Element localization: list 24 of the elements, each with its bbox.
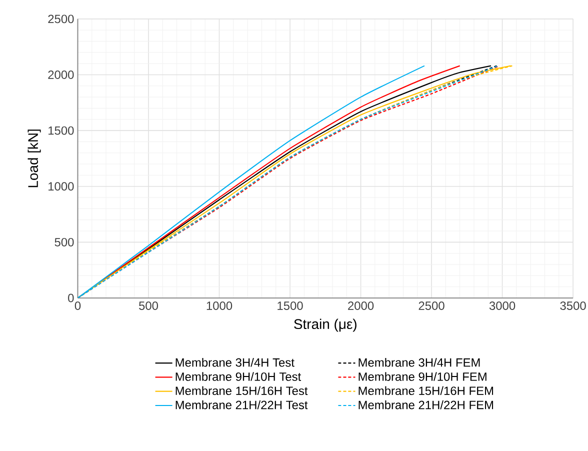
legend-label: Membrane 21H/22H Test <box>176 400 308 409</box>
legend-label: Membrane 9H/10H FEM <box>358 372 486 381</box>
legend-label: Membrane 3H/4H Test <box>176 358 294 367</box>
y-tick-label: 0 <box>68 294 74 302</box>
x-tick-label: 2000 <box>348 301 374 310</box>
legend-label: Membrane 9H/10H Test <box>176 372 302 381</box>
x-tick-label: 3000 <box>489 301 516 310</box>
x-tick-label: 3500 <box>560 301 586 310</box>
x-tick-label: 500 <box>139 301 158 310</box>
legend-label: Membrane 15H/16H FEM <box>358 386 494 395</box>
legend-label: Membrane 3H/4H FEM <box>358 358 480 367</box>
y-tick-label: 1500 <box>48 126 74 135</box>
x-tick-label: 1000 <box>206 301 232 310</box>
x-tick-label: 2500 <box>418 301 444 310</box>
y-tick-label: 2000 <box>48 70 74 79</box>
x-tick-label: 1500 <box>278 301 303 310</box>
x-tick-label: 0 <box>74 301 81 310</box>
legend-label: Membrane 15H/16H Test <box>176 386 308 395</box>
y-tick-label: 500 <box>54 238 74 246</box>
legend-label: Membrane 21H/22H FEM <box>358 400 494 409</box>
x-axis-title: Strain (με) <box>294 318 356 332</box>
y-tick-label: 2500 <box>48 14 74 23</box>
y-tick-label: 1000 <box>48 182 74 190</box>
y-axis-title: Load [kN] <box>28 129 41 187</box>
